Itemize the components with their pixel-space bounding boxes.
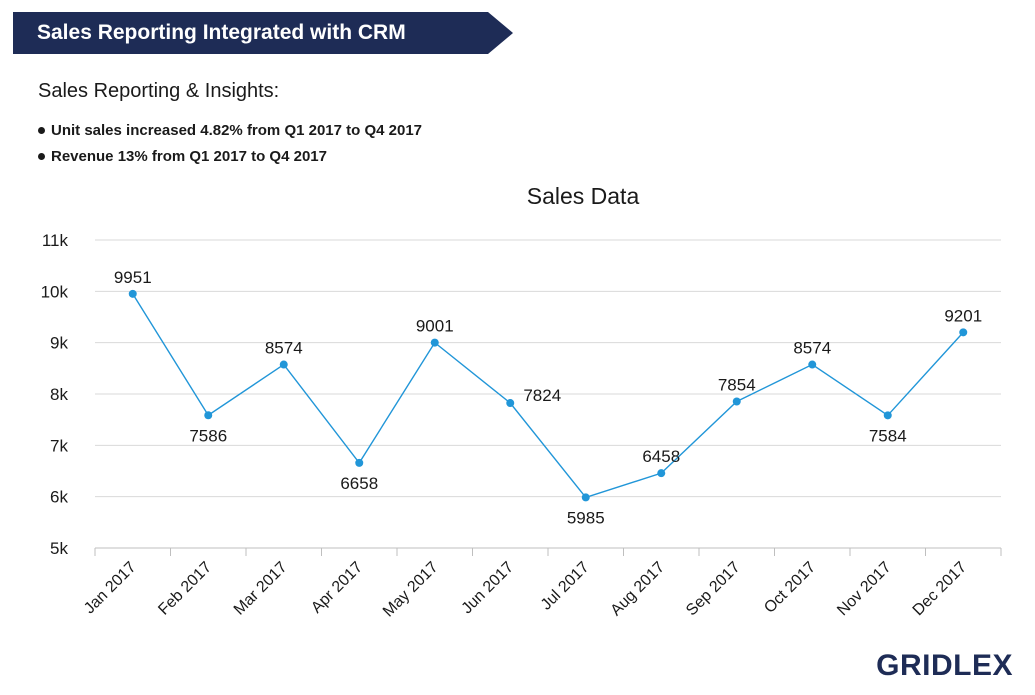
bullet-icon [38, 126, 45, 134]
data-point [732, 397, 741, 406]
x-tick-label: Jul 2017 [538, 559, 593, 614]
data-label: 9951 [114, 268, 152, 287]
data-label: 8574 [265, 339, 303, 358]
x-tick-label: Nov 2017 [834, 559, 895, 620]
data-point [808, 360, 817, 369]
x-tick-label: Oct 2017 [761, 559, 819, 617]
x-tick-label: Jan 2017 [81, 559, 140, 618]
insight-text: Unit sales increased 4.82% from Q1 2017 … [51, 121, 423, 139]
insight-text: Revenue 13% from Q1 2017 to Q4 2017 [51, 147, 327, 165]
insights-list: Unit sales increased 4.82% from Q1 2017 … [38, 117, 422, 169]
insight-item: Revenue 13% from Q1 2017 to Q4 2017 [38, 143, 422, 169]
y-tick-label: 10k [41, 282, 69, 301]
x-tick-label: Jun 2017 [458, 559, 517, 618]
gridlex-logo: GRIDLEX [876, 649, 1013, 682]
insight-item: Unit sales increased 4.82% from Q1 2017 … [38, 117, 422, 143]
data-point [128, 289, 137, 298]
data-point [657, 469, 666, 478]
x-tick-label: Aug 2017 [608, 559, 669, 620]
y-tick-label: 6k [50, 488, 68, 507]
data-label: 7824 [523, 386, 561, 405]
insights-heading: Sales Reporting & Insights: [38, 80, 280, 102]
data-label: 7586 [189, 426, 227, 445]
data-point [883, 411, 892, 420]
data-label: 9201 [944, 306, 982, 325]
chart-title: Sales Data [527, 183, 640, 209]
data-label: 9001 [416, 317, 454, 336]
bullet-icon [38, 152, 45, 160]
data-label: 6658 [340, 474, 378, 493]
x-tick-label: Apr 2017 [308, 559, 366, 617]
data-label: 7854 [718, 375, 756, 394]
y-tick-label: 9k [50, 334, 68, 353]
data-point [204, 411, 213, 420]
y-tick-label: 5k [50, 539, 68, 558]
sales-line-chart: Sales Data 5k 6k 7k 8k 9k 10k 11k Jan 2017 Feb 20… [41, 183, 1002, 621]
data-label: 7584 [869, 426, 907, 445]
data-point [959, 328, 968, 337]
x-tick-label: Mar 2017 [231, 559, 291, 619]
data-label: 8574 [793, 339, 831, 358]
data-point [430, 338, 439, 347]
data-point [355, 458, 364, 467]
x-tick-label: Feb 2017 [155, 559, 215, 619]
y-tick-label: 7k [50, 436, 68, 455]
x-tick-label: Sep 2017 [683, 559, 744, 620]
data-point [279, 360, 288, 369]
data-point [506, 399, 515, 408]
x-tick-label: May 2017 [380, 559, 442, 621]
title-banner: Sales Reporting Integrated with CRM [13, 12, 513, 54]
data-point [581, 493, 590, 502]
x-tick-label: Dec 2017 [910, 559, 971, 620]
data-label: 5985 [567, 508, 605, 527]
y-tick-label: 8k [50, 385, 68, 404]
series-line [132, 293, 964, 499]
banner-title: Sales Reporting Integrated with CRM [37, 21, 406, 44]
data-label: 6458 [642, 447, 680, 466]
y-tick-label: 11k [42, 231, 69, 250]
